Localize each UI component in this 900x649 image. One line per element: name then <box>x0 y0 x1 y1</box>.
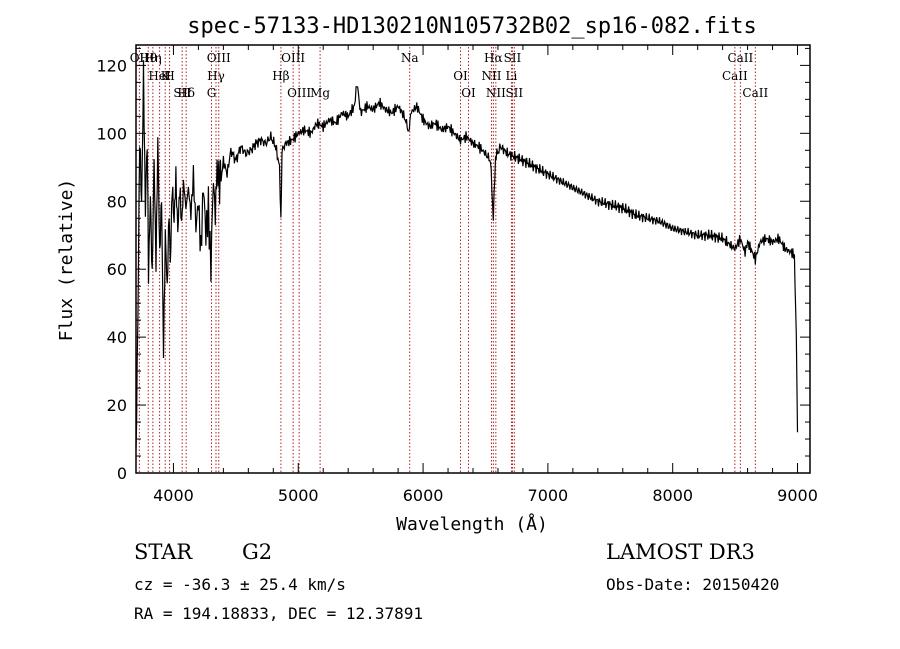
x-axis-label: Wavelength (Å) <box>396 513 548 535</box>
coordinates-readout: RA = 194.18833, DEC = 12.37891 <box>134 604 423 623</box>
line-label-oiii: OIII <box>287 86 311 100</box>
y-tick-label: 80 <box>107 192 127 211</box>
line-label-oi: OI <box>453 69 468 83</box>
line-label-li: Li <box>506 69 518 83</box>
line-label-g: G <box>207 86 217 100</box>
x-tick-label: 6000 <box>403 486 444 505</box>
line-label-h-: Hγ <box>207 69 225 83</box>
line-label-h: H <box>164 69 174 83</box>
line-label-oiii: OIII <box>281 51 305 65</box>
line-label-h-: Hα <box>484 51 503 65</box>
x-axis: 4000 5000 6000 7000 8000 9000 <box>153 45 818 505</box>
line-label-h-: Hβ <box>272 69 289 83</box>
line-label-oiii: OIII <box>207 51 231 65</box>
line-label-nii: NII <box>486 86 506 100</box>
y-tick-label: 120 <box>96 56 127 75</box>
line-label-sii: SII <box>173 86 191 100</box>
y-tick-label: 100 <box>96 124 127 143</box>
line-label-oii: OII <box>130 51 150 65</box>
line-label-k: K <box>161 69 171 83</box>
line-label-h-: Hη <box>144 51 162 65</box>
x-tick-label: 4000 <box>153 486 194 505</box>
line-label-hei: HeI <box>148 69 171 83</box>
y-tick-label: 40 <box>107 328 127 347</box>
line-label-oi: OI <box>461 86 476 100</box>
chart-title: spec-57133-HD130210N105732B02_sp16-082.f… <box>187 14 757 39</box>
y-tick-label: 0 <box>117 464 127 483</box>
line-label-caii: CaII <box>742 86 768 100</box>
line-label-sii: SII <box>505 86 523 100</box>
object-subclass: G2 <box>242 540 273 564</box>
y-axis: 0 20 40 60 80 100 120 <box>96 47 810 483</box>
velocity-readout: cz = -36.3 ± 25.4 km/s <box>134 575 346 594</box>
object-class: STAR <box>134 540 193 564</box>
y-tick-label: 60 <box>107 260 127 279</box>
spectrum-line <box>135 60 799 449</box>
emission-line-labels: HθKHδOIIIHγGOIIHeISIIHηHOIIIOIIIHβMgNaOI… <box>130 51 769 100</box>
line-label-caii: CaII <box>727 51 753 65</box>
observation-date: Obs-Date: 20150420 <box>606 575 780 594</box>
line-label-mg: Mg <box>310 86 330 100</box>
line-label-nii: NII <box>481 69 501 83</box>
line-label-caii: CaII <box>722 69 748 83</box>
x-tick-label: 7000 <box>528 486 569 505</box>
x-tick-label: 5000 <box>278 486 319 505</box>
plot-frame <box>135 44 811 474</box>
line-label-sii: SII <box>504 51 522 65</box>
x-tick-label: 9000 <box>777 486 818 505</box>
y-tick-label: 20 <box>107 396 127 415</box>
survey-name: LAMOST DR3 <box>606 540 755 564</box>
y-axis-label: Flux (relative) <box>56 179 77 342</box>
line-label-na: Na <box>401 51 419 65</box>
emission-line-markers <box>138 47 756 473</box>
line-label-h-: Hδ <box>177 86 195 100</box>
x-tick-label: 8000 <box>652 486 693 505</box>
